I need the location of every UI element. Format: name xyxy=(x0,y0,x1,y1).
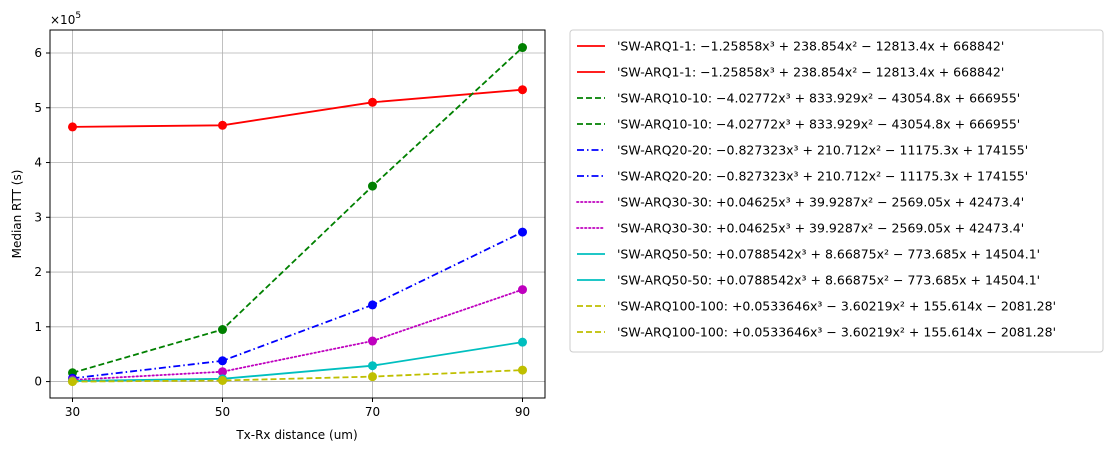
legend-entry-label: 'SW-ARQ50-50: +0.0788542x³ + 8.66875x² −… xyxy=(617,273,1040,288)
data-point xyxy=(218,120,227,130)
legend-frame xyxy=(569,29,1104,353)
x-axis-label: Tx-Rx distance (um) xyxy=(235,428,357,442)
legend-entry-label: 'SW-ARQ30-30: +0.04625x³ + 39.9287x² − 2… xyxy=(617,195,1024,210)
y-offset-base: ×10 xyxy=(50,13,75,27)
legend-entry-label: 'SW-ARQ100-100: +0.0533646x³ − 3.60219x²… xyxy=(617,299,1056,314)
legend-entry-label: 'SW-ARQ1-1: −1.25858x³ + 238.854x² − 128… xyxy=(617,39,1004,54)
x-tick-label: 90 xyxy=(515,405,530,419)
data-point xyxy=(518,365,527,375)
plot-frame xyxy=(49,29,546,399)
y-tick-label: 2 xyxy=(34,265,42,279)
y-offset-exponent: 5 xyxy=(75,11,81,21)
axis-ticks: 30 50 70 90 0 1 2 3 4 5 6 xyxy=(34,46,530,419)
data-point xyxy=(518,285,527,295)
data-point xyxy=(218,356,227,366)
series-line-6 xyxy=(72,369,523,383)
data-point xyxy=(518,85,527,95)
legend-entry-label: 'SW-ARQ30-30: +0.04625x³ + 39.9287x² − 2… xyxy=(617,221,1024,236)
data-point xyxy=(518,227,527,237)
series-line-2 xyxy=(72,46,524,374)
data-point xyxy=(368,181,377,191)
series-line-5 xyxy=(72,341,523,382)
legend-entry-label: 'SW-ARQ1-1: −1.25858x³ + 238.854x² − 128… xyxy=(617,65,1004,80)
y-tick-label: 1 xyxy=(34,320,42,334)
data-point xyxy=(368,336,377,346)
y-axis-label: Median RTT (s) xyxy=(10,170,24,259)
data-point xyxy=(368,300,377,310)
legend: 'SW-ARQ1-1: −1.25858x³ + 238.854x² − 128… xyxy=(569,29,1104,353)
data-point xyxy=(368,361,377,371)
series-line-3 xyxy=(72,231,523,380)
series-line-1 xyxy=(72,88,523,128)
y-tick-label: 6 xyxy=(34,46,42,60)
data-point xyxy=(68,377,77,387)
y-tick-label: 5 xyxy=(34,101,42,115)
data-point xyxy=(68,122,77,132)
data-point xyxy=(218,375,227,385)
legend-entry-label: 'SW-ARQ100-100: +0.0533646x³ − 3.60219x²… xyxy=(617,325,1056,340)
y-tick-label: 4 xyxy=(34,156,42,170)
y-tick-label: 0 xyxy=(34,375,42,389)
legend-entry-label: 'SW-ARQ10-10: −4.02772x³ + 833.929x² − 4… xyxy=(617,117,1020,132)
y-tick-label: 3 xyxy=(34,210,42,224)
legend-entry-label: 'SW-ARQ50-50: +0.0788542x³ + 8.66875x² −… xyxy=(617,247,1040,262)
legend-entry-label: 'SW-ARQ20-20: −0.827323x³ + 210.712x² − … xyxy=(617,143,1028,158)
data-point xyxy=(218,325,227,335)
data-point xyxy=(518,43,527,53)
legend-entry-label: 'SW-ARQ10-10: −4.02772x³ + 833.929x² − 4… xyxy=(617,91,1020,106)
y-offset-label: ×105 xyxy=(50,11,81,27)
x-tick-label: 70 xyxy=(365,405,380,419)
x-tick-label: 30 xyxy=(65,405,80,419)
grid xyxy=(50,30,545,398)
series-line-4 xyxy=(71,288,524,381)
data-point xyxy=(518,337,527,347)
data-point xyxy=(368,97,377,107)
data-point xyxy=(218,367,227,377)
legend-entry-label: 'SW-ARQ20-20: −0.827323x³ + 210.712x² − … xyxy=(617,169,1028,184)
data-point xyxy=(368,372,377,382)
series-group xyxy=(68,43,527,387)
x-tick-label: 50 xyxy=(215,405,230,419)
